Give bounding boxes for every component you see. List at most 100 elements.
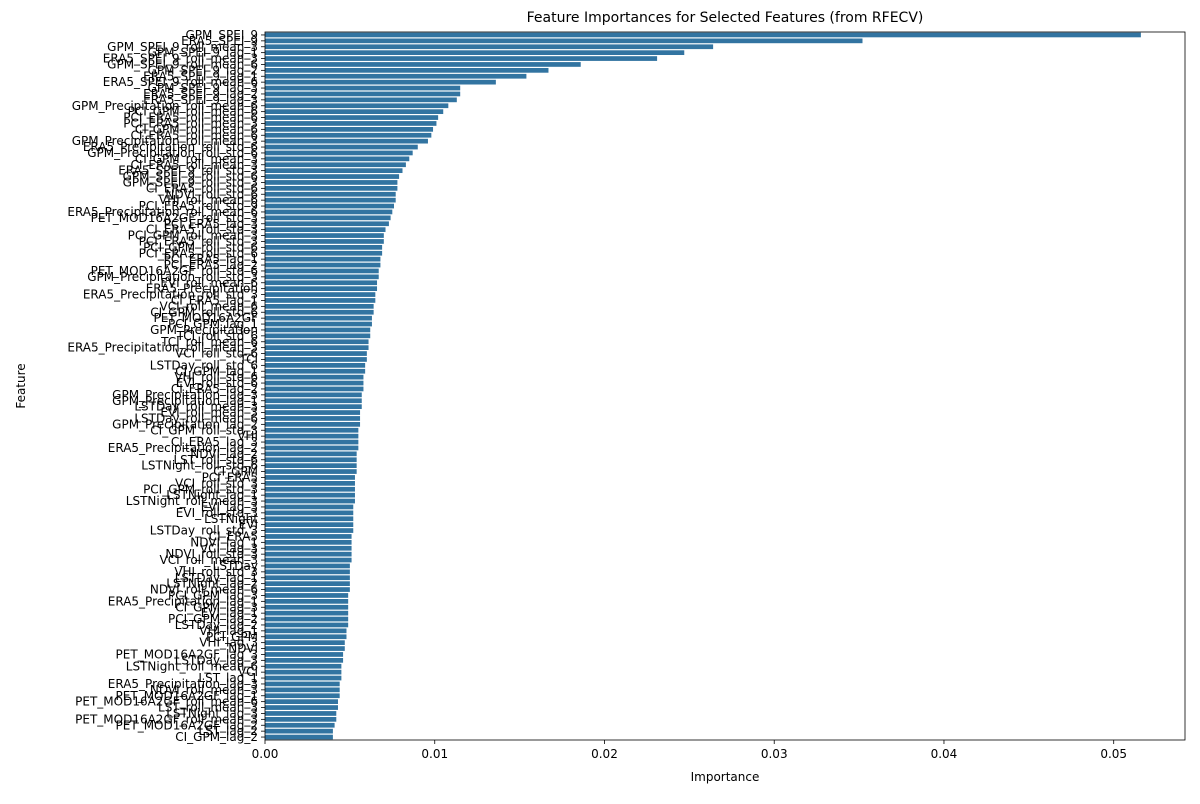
bar xyxy=(265,380,364,386)
bar xyxy=(265,510,354,516)
bar xyxy=(265,687,340,693)
bar xyxy=(265,663,342,669)
y-tick-label: VCI_roll_mean_3 xyxy=(160,553,258,567)
y-tick-label: CI_GPM_roll_mean_6 xyxy=(135,122,258,136)
bar xyxy=(265,439,359,445)
bar xyxy=(265,315,372,321)
bar xyxy=(265,215,391,221)
y-tick-label: CI_GPM xyxy=(213,465,258,479)
y-tick-label: EVI_lag_1 xyxy=(201,606,258,620)
y-tick-label: GPM_Precipitation xyxy=(150,323,258,337)
y-axis-label: Feature xyxy=(14,363,28,408)
bar xyxy=(265,581,350,587)
y-tick-label: GPM_Precipitation_roll_mean_3 xyxy=(72,134,258,148)
bar xyxy=(265,457,357,463)
y-tick-label: ERA5_SPEI_9_roll_std_3 xyxy=(118,164,258,178)
y-tick-label: GPM_SPEI_9_lag_2 xyxy=(148,63,258,77)
y-tick-label: LSTNight_roll_mean_3 xyxy=(126,494,258,508)
bar xyxy=(265,221,389,227)
y-tick-label: LSTDay_lag_1 xyxy=(175,571,258,585)
y-tick-label: CI_ERA5_roll_std_3 xyxy=(146,223,258,237)
bar xyxy=(265,616,349,622)
x-tick-label: 0.03 xyxy=(761,747,788,761)
y-tick-label: PCI_ERA5_lag_1 xyxy=(164,252,258,266)
bar xyxy=(265,421,361,427)
y-tick-label: ERA5_SPEI_9_lag_1 xyxy=(143,69,258,83)
bar xyxy=(265,38,863,44)
bar xyxy=(265,404,362,410)
y-tick-label: ERA5_SPEI_9_roll_mean_6 xyxy=(103,75,258,89)
bar xyxy=(265,103,449,109)
bar xyxy=(265,209,393,215)
bar xyxy=(265,97,457,103)
y-tick-label: EVI_roll_std_6 xyxy=(176,376,258,390)
y-tick-label: GPM_Precipitation_roll_std_6 xyxy=(87,146,258,160)
bar xyxy=(265,227,386,233)
bar xyxy=(265,362,366,368)
y-tick-label: VHI_roll_mean_6 xyxy=(159,193,258,207)
bar xyxy=(265,516,354,522)
y-tick-label: LST_roll_std_6 xyxy=(173,453,258,467)
bar xyxy=(265,386,364,392)
y-tick-label: ERA5_SPEI_9 xyxy=(181,34,258,48)
y-tick-label: CI_ERA5_roll_std_6 xyxy=(146,181,258,195)
y-tick-label: GPM_SPEI_9 xyxy=(186,28,259,42)
y-tick-label: LSTDay_roll_mean_3 xyxy=(134,400,258,414)
bar xyxy=(265,156,410,162)
y-tick-label: PCI_GPM_roll_mean_3 xyxy=(128,229,258,243)
y-tick-label: ERA5_SPEI_9_lag_3 xyxy=(143,93,258,107)
bar xyxy=(265,233,384,238)
y-tick-label: PET_MOD16A2GF_lag_3 xyxy=(116,647,258,661)
y-tick-label: CI_GPM_roll_std_3 xyxy=(150,423,258,437)
y-tick-label: CI_ERA5 xyxy=(209,529,258,543)
bar xyxy=(265,693,340,699)
y-tick-label: VCI_roll_mean_6 xyxy=(160,299,258,313)
bar xyxy=(265,374,364,380)
plot-frame xyxy=(264,31,1186,741)
y-tick-label: LSTDay xyxy=(213,559,258,573)
bar xyxy=(265,480,355,486)
bar xyxy=(265,244,383,250)
x-tick-label: 0.05 xyxy=(1100,747,1127,761)
bar xyxy=(265,492,355,498)
y-tick-label: LST_roll_mean_3 xyxy=(158,701,258,715)
bar xyxy=(265,115,439,120)
y-tick-label: ERA5_Precipitation_roll_mean_6 xyxy=(67,205,258,219)
bar xyxy=(265,705,338,710)
y-tick-label: CI_ERA5_lag_3 xyxy=(171,435,258,449)
y-tick-label: CI_ERA5_lag_1 xyxy=(171,293,258,307)
bar xyxy=(265,675,342,681)
y-tick-label: GPM_SPEI_9_roll_mean_3 xyxy=(107,40,258,54)
y-tick-label: CI_GPM_roll_mean_3 xyxy=(135,152,258,166)
bar xyxy=(265,321,372,327)
y-tick-label: PET_MOD16A2GF xyxy=(153,311,258,325)
y-tick-label: GPM_SPEI_9_roll_mean_6 xyxy=(107,57,258,71)
bar xyxy=(265,303,374,309)
bar xyxy=(265,610,349,616)
bar xyxy=(265,121,437,126)
y-tick-label: VCI xyxy=(238,665,258,679)
bar xyxy=(265,699,338,705)
bar xyxy=(265,168,403,174)
bar xyxy=(265,44,714,50)
y-tick-label: PCI_ERA5_roll_mean_6 xyxy=(123,111,258,125)
y-tick-label: PCI_ERA5_roll_std_3 xyxy=(139,234,258,248)
y-tick-label: ERA5_Precipitation_lag_2 xyxy=(108,441,258,455)
bar xyxy=(265,486,355,492)
bar xyxy=(265,339,369,345)
bar xyxy=(265,416,361,421)
y-tick-label: GPM_SPEI_9_lag_1 xyxy=(148,46,258,60)
y-tick-label: PET_MOD16A2GF_lag_1 xyxy=(116,689,258,703)
y-tick-label: NDVI_roll_mean_6 xyxy=(150,583,258,597)
y-tick-label: LSTNight_lag_2 xyxy=(166,577,258,591)
bar xyxy=(265,351,367,356)
y-tick-label: PCI_ERA5_roll_std_9 xyxy=(139,199,258,213)
bar xyxy=(265,197,396,203)
y-tick-label: CI_GPM_roll_std_6 xyxy=(150,305,258,319)
bar xyxy=(265,138,428,144)
y-tick-label: PCI_GPM_lag_2 xyxy=(168,612,258,626)
y-tick-label: LSTDay_lag_3 xyxy=(175,653,258,667)
y-tick-label: EVI_roll_mean_6 xyxy=(160,276,258,290)
bar xyxy=(265,628,347,634)
bar xyxy=(265,410,361,415)
